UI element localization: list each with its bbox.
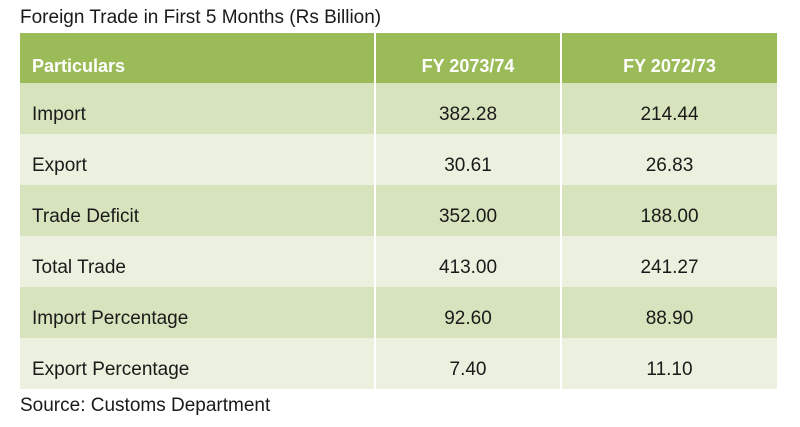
row-label: Import <box>32 104 86 125</box>
row-value-fy2072: 214.44 <box>560 83 777 134</box>
row-label: Import Percentage <box>32 308 189 329</box>
row-value-fy2073: 30.61 <box>374 134 560 185</box>
header-particulars: Particulars <box>32 56 126 76</box>
source-note: Source: Customs Department <box>20 395 271 416</box>
table-row: Import Percentage 92.60 88.90 <box>20 287 777 338</box>
row-label: Total Trade <box>32 257 126 278</box>
table-header-row: Particulars FY 2073/74 FY 2072/73 <box>20 33 777 83</box>
table-row: Trade Deficit 352.00 188.00 <box>20 185 777 236</box>
row-label: Export Percentage <box>32 359 190 380</box>
row-label: Trade Deficit <box>32 206 139 227</box>
header-fy-2073-74: FY 2073/74 <box>374 33 560 83</box>
header-fy-2072-73: FY 2072/73 <box>560 33 777 83</box>
row-value-fy2073: 413.00 <box>374 236 560 287</box>
table-title: Foreign Trade in First 5 Months (Rs Bill… <box>20 7 382 28</box>
row-value-fy2073: 382.28 <box>374 83 560 134</box>
trade-table: Particulars FY 2073/74 FY 2072/73 Import… <box>20 33 777 389</box>
row-value-fy2073: 352.00 <box>374 185 560 236</box>
row-value-fy2072: 241.27 <box>560 236 777 287</box>
row-value-fy2073: 92.60 <box>374 287 560 338</box>
table-row: Export 30.61 26.83 <box>20 134 777 185</box>
table-row: Total Trade 413.00 241.27 <box>20 236 777 287</box>
row-value-fy2073: 7.40 <box>374 338 560 389</box>
row-value-fy2072: 11.10 <box>560 338 777 389</box>
row-label: Export <box>32 155 87 176</box>
row-value-fy2072: 26.83 <box>560 134 777 185</box>
row-value-fy2072: 188.00 <box>560 185 777 236</box>
table-row: Import 382.28 214.44 <box>20 83 777 134</box>
table-row: Export Percentage 7.40 11.10 <box>20 338 777 389</box>
row-value-fy2072: 88.90 <box>560 287 777 338</box>
